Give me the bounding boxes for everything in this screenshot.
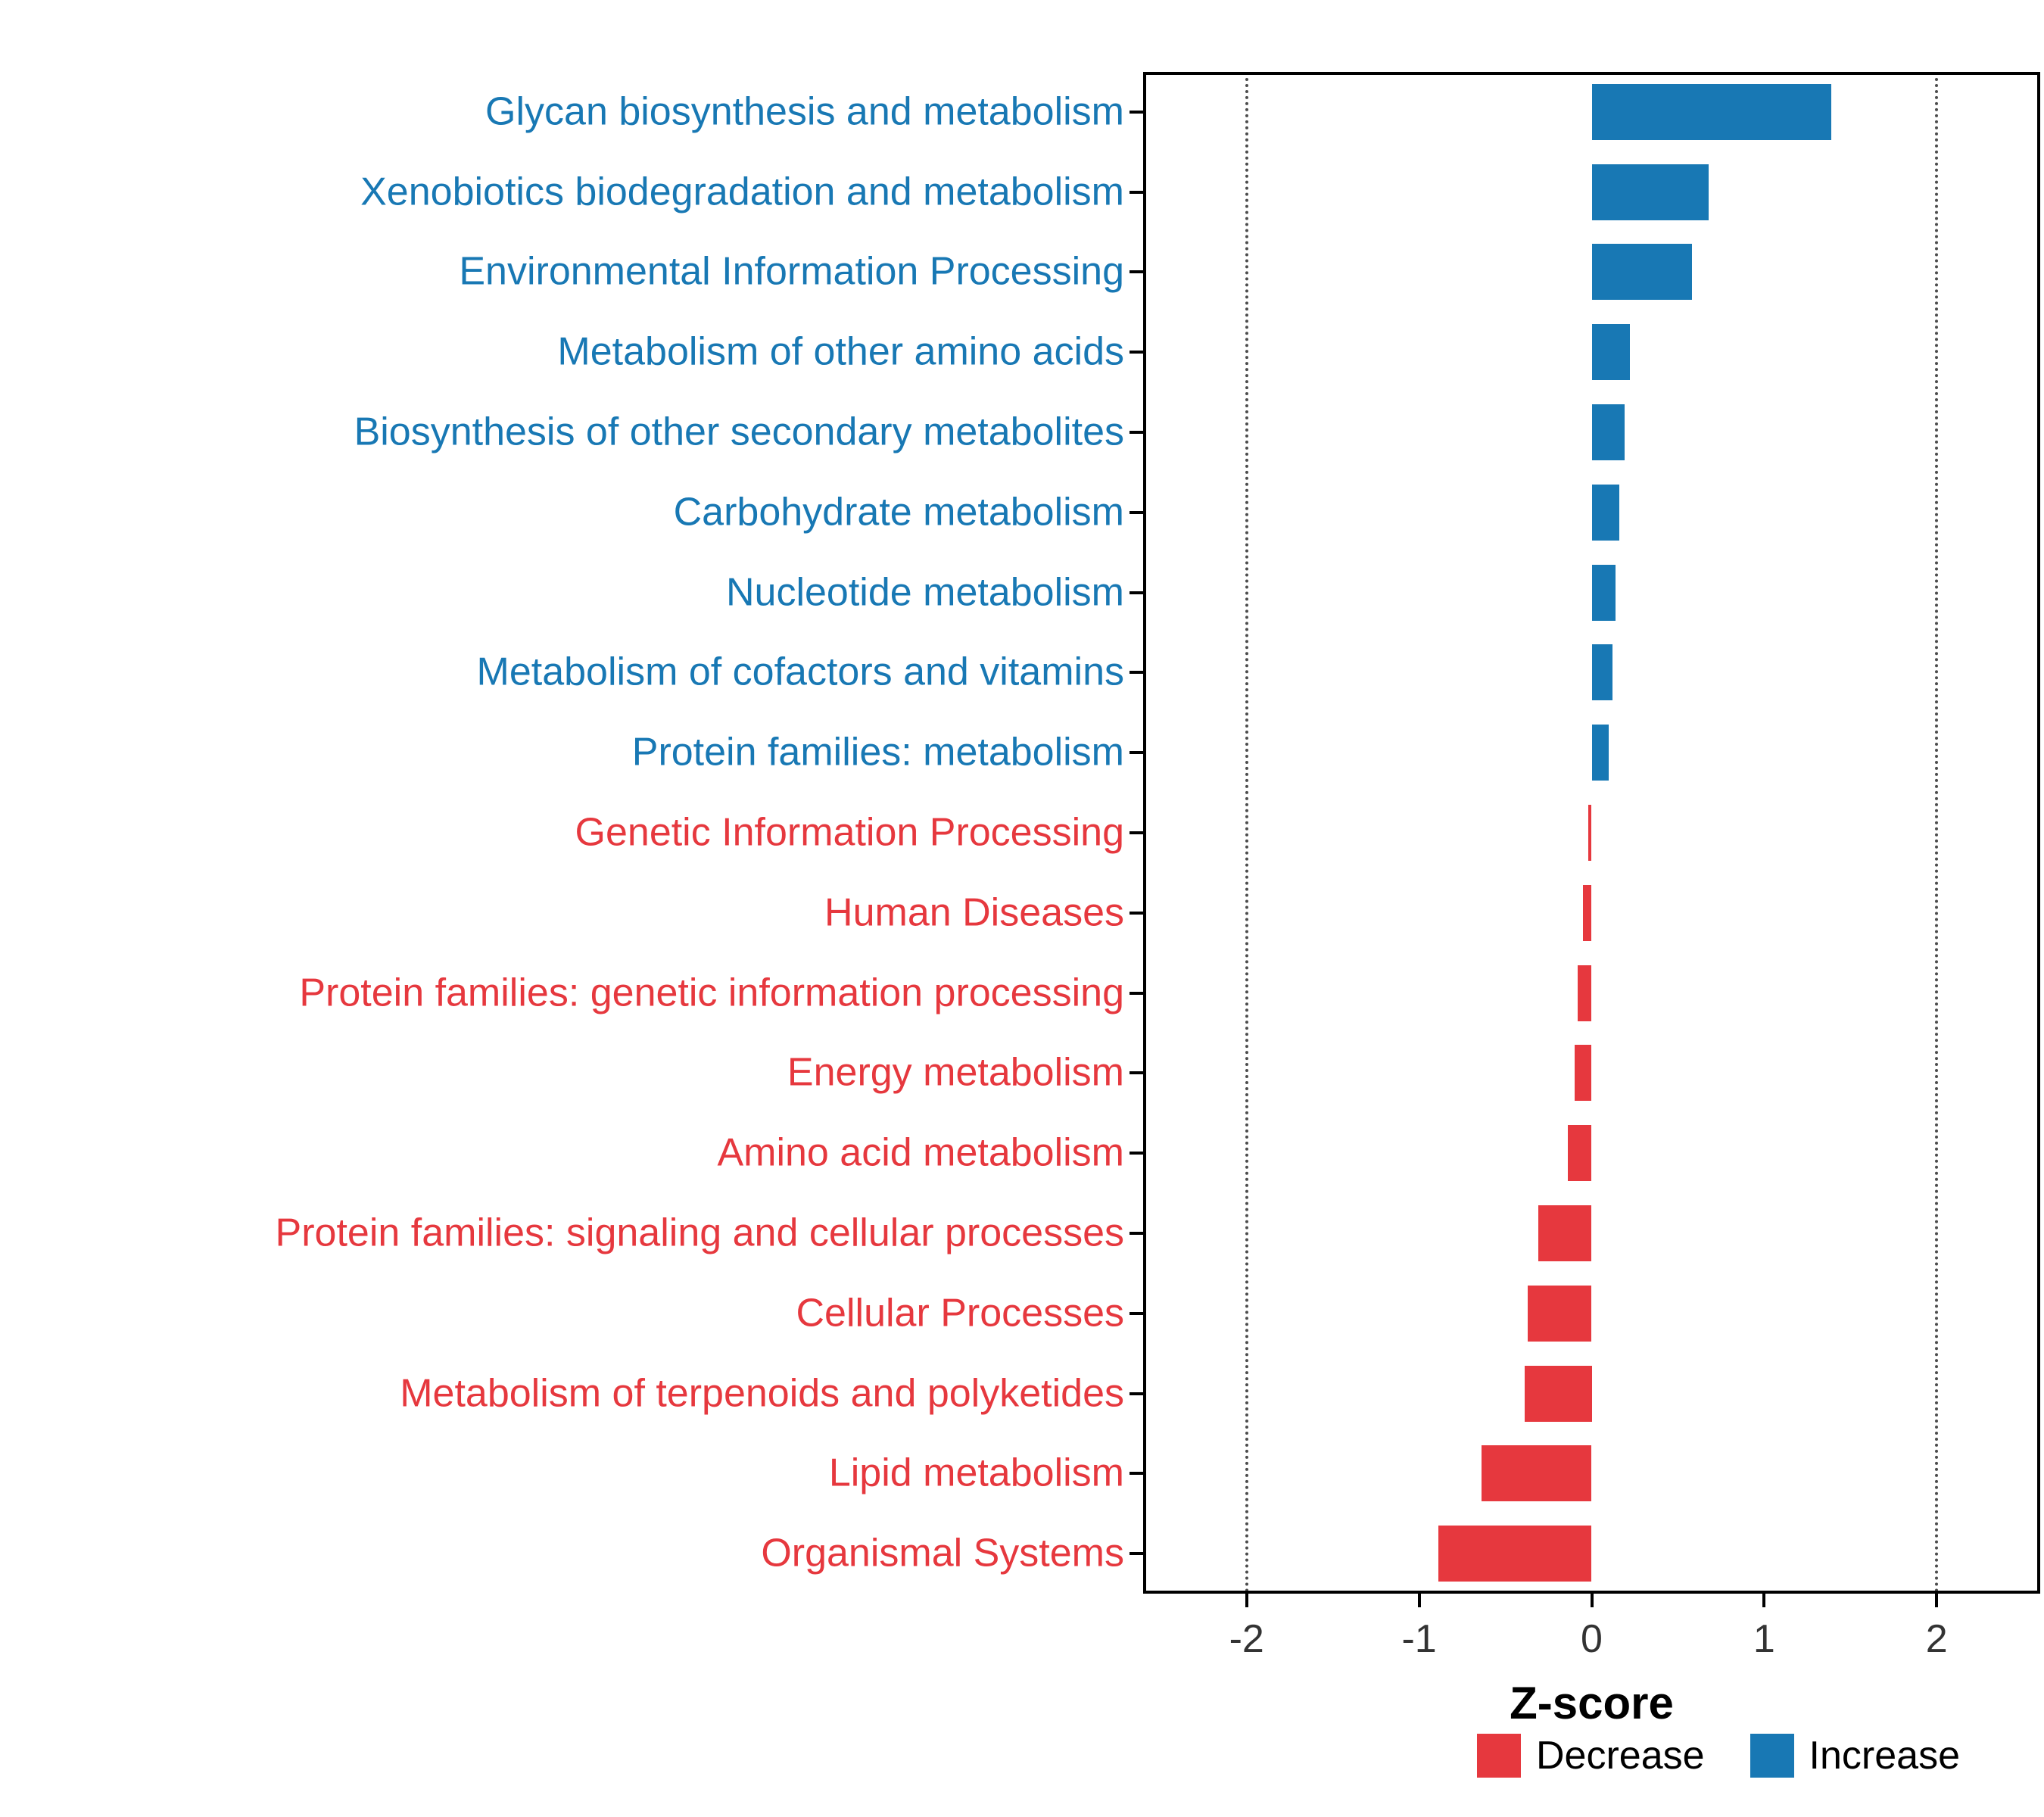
x-axis-tick-label: -2: [1229, 1617, 1264, 1661]
category-label: Protein families: metabolism: [631, 730, 1124, 774]
x-axis-title: Z-score: [1510, 1678, 1674, 1728]
gridline-x--2: [1245, 72, 1248, 1594]
x-axis-tick: [1417, 1594, 1421, 1607]
x-axis-tick-label: 0: [1581, 1617, 1603, 1661]
legend-swatch-decrease: [1476, 1734, 1521, 1778]
bar: [1591, 725, 1609, 781]
category-label: Lipid metabolism: [828, 1451, 1124, 1495]
y-axis-tick: [1129, 110, 1143, 114]
y-axis-tick: [1129, 831, 1143, 834]
bar: [1588, 805, 1592, 861]
y-axis-tick: [1129, 1071, 1143, 1075]
legend-item-decrease: Decrease: [1476, 1734, 1705, 1778]
bar: [1591, 324, 1630, 381]
category-label: Organismal Systems: [761, 1531, 1124, 1575]
gridline-x-2: [1935, 72, 1939, 1594]
category-label: Energy metabolism: [787, 1050, 1124, 1095]
y-axis-tick: [1129, 1552, 1143, 1556]
legend-swatch-increase: [1750, 1734, 1794, 1778]
y-axis-tick: [1129, 270, 1143, 274]
legend-label: Decrease: [1535, 1734, 1705, 1778]
y-axis-tick: [1129, 190, 1143, 194]
bar: [1591, 164, 1709, 220]
y-axis-tick: [1129, 671, 1143, 675]
category-label: Cellular Processes: [796, 1291, 1125, 1335]
y-axis-tick: [1129, 1311, 1143, 1315]
y-axis-tick: [1129, 1472, 1143, 1476]
y-axis-tick: [1129, 1231, 1143, 1235]
bar: [1591, 244, 1692, 301]
category-label: Environmental Information Processing: [459, 249, 1124, 294]
bar: [1567, 1125, 1592, 1182]
bar: [1438, 1526, 1592, 1582]
legend-item-increase: Increase: [1750, 1734, 1960, 1778]
bar: [1524, 1365, 1592, 1422]
x-axis-tick-label: 1: [1753, 1617, 1775, 1661]
y-axis-tick: [1129, 351, 1143, 354]
bar: [1591, 564, 1616, 621]
bar: [1578, 965, 1592, 1021]
legend-label: Increase: [1809, 1734, 1961, 1778]
x-axis-tick-label: 2: [1925, 1617, 1948, 1661]
y-axis-tick: [1129, 431, 1143, 435]
bar: [1591, 484, 1619, 541]
y-axis-tick: [1129, 911, 1143, 915]
bar: [1591, 83, 1832, 140]
x-axis-tick: [1762, 1594, 1766, 1607]
y-axis-tick: [1129, 1152, 1143, 1155]
category-label: Nucleotide metabolism: [725, 570, 1124, 615]
category-label: Protein families: signaling and cellular…: [275, 1211, 1124, 1255]
category-label: Genetic Information Processing: [575, 810, 1124, 855]
bar: [1528, 1285, 1592, 1342]
x-axis-tick-label: -1: [1401, 1617, 1437, 1661]
x-axis-tick: [1935, 1594, 1939, 1607]
category-label: Metabolism of cofactors and vitamins: [476, 650, 1124, 694]
category-label: Human Diseases: [824, 890, 1124, 935]
bar: [1538, 1205, 1592, 1261]
category-label: Xenobiotics biodegradation and metabolis…: [360, 170, 1124, 214]
y-axis-tick: [1129, 1392, 1143, 1395]
category-label: Metabolism of other amino acids: [557, 329, 1124, 374]
x-axis-tick: [1590, 1594, 1594, 1607]
bar: [1481, 1445, 1592, 1502]
y-axis-tick: [1129, 510, 1143, 514]
category-label: Metabolism of terpenoids and polyketides: [400, 1370, 1124, 1415]
category-label: Biosynthesis of other secondary metaboli…: [354, 410, 1124, 454]
bar: [1574, 1045, 1592, 1102]
category-label: Protein families: genetic information pr…: [299, 970, 1124, 1014]
category-label: Glycan biosynthesis and metabolism: [485, 89, 1124, 134]
category-label: Amino acid metabolism: [717, 1130, 1124, 1175]
legend: Decrease Increase: [1476, 1734, 1960, 1778]
y-axis-tick: [1129, 591, 1143, 594]
category-label: Carbohydrate metabolism: [673, 490, 1124, 535]
bar: [1583, 884, 1592, 941]
x-axis-tick: [1245, 1594, 1248, 1607]
bar: [1591, 404, 1625, 461]
bar: [1591, 644, 1612, 701]
y-axis-tick: [1129, 751, 1143, 755]
y-axis-tick: [1129, 991, 1143, 995]
